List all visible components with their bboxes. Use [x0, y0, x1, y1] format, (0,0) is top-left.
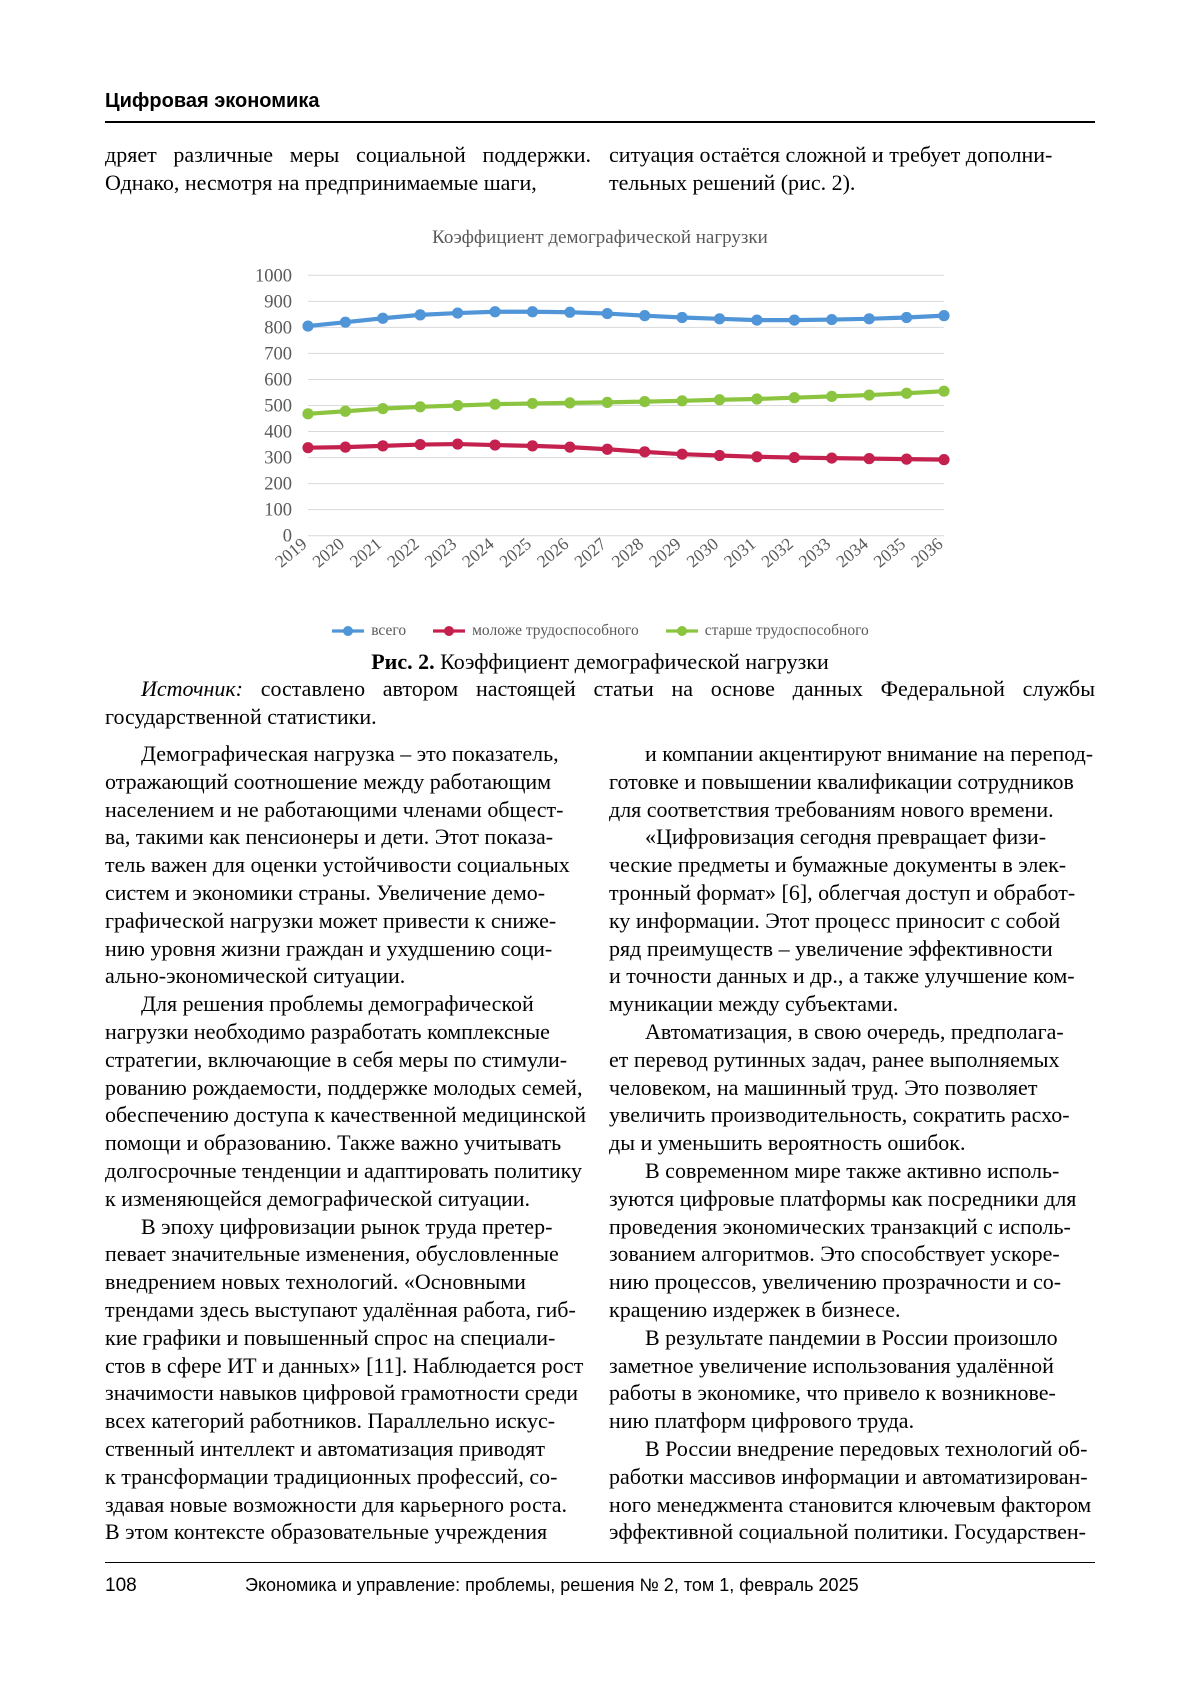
- svg-text:2035: 2035: [869, 533, 909, 571]
- svg-text:400: 400: [264, 422, 292, 442]
- svg-text:2023: 2023: [421, 533, 461, 571]
- svg-text:2024: 2024: [458, 533, 498, 571]
- svg-text:100: 100: [264, 500, 292, 520]
- svg-text:500: 500: [264, 396, 292, 416]
- svg-text:2025: 2025: [495, 533, 535, 571]
- svg-text:2028: 2028: [608, 533, 648, 571]
- svg-text:2027: 2027: [570, 533, 610, 571]
- svg-text:700: 700: [264, 344, 292, 364]
- svg-text:900: 900: [264, 292, 292, 312]
- svg-text:2034: 2034: [832, 533, 872, 571]
- svg-text:200: 200: [264, 474, 292, 494]
- svg-text:2022: 2022: [383, 533, 423, 571]
- svg-text:800: 800: [264, 318, 292, 338]
- svg-text:2019: 2019: [271, 533, 311, 571]
- svg-text:1000: 1000: [255, 266, 292, 286]
- svg-text:2031: 2031: [720, 533, 760, 571]
- svg-text:600: 600: [264, 370, 292, 390]
- svg-text:2029: 2029: [645, 533, 685, 571]
- svg-text:300: 300: [264, 448, 292, 468]
- svg-text:2036: 2036: [907, 533, 947, 571]
- svg-text:2021: 2021: [346, 533, 386, 571]
- svg-text:2030: 2030: [682, 533, 722, 571]
- svg-text:2033: 2033: [795, 533, 835, 571]
- svg-text:2026: 2026: [533, 533, 573, 571]
- svg-text:2020: 2020: [308, 533, 348, 571]
- svg-text:2032: 2032: [757, 533, 797, 571]
- svg-text:Коэффициент демографической на: Коэффициент демографической нагрузки: [432, 227, 768, 248]
